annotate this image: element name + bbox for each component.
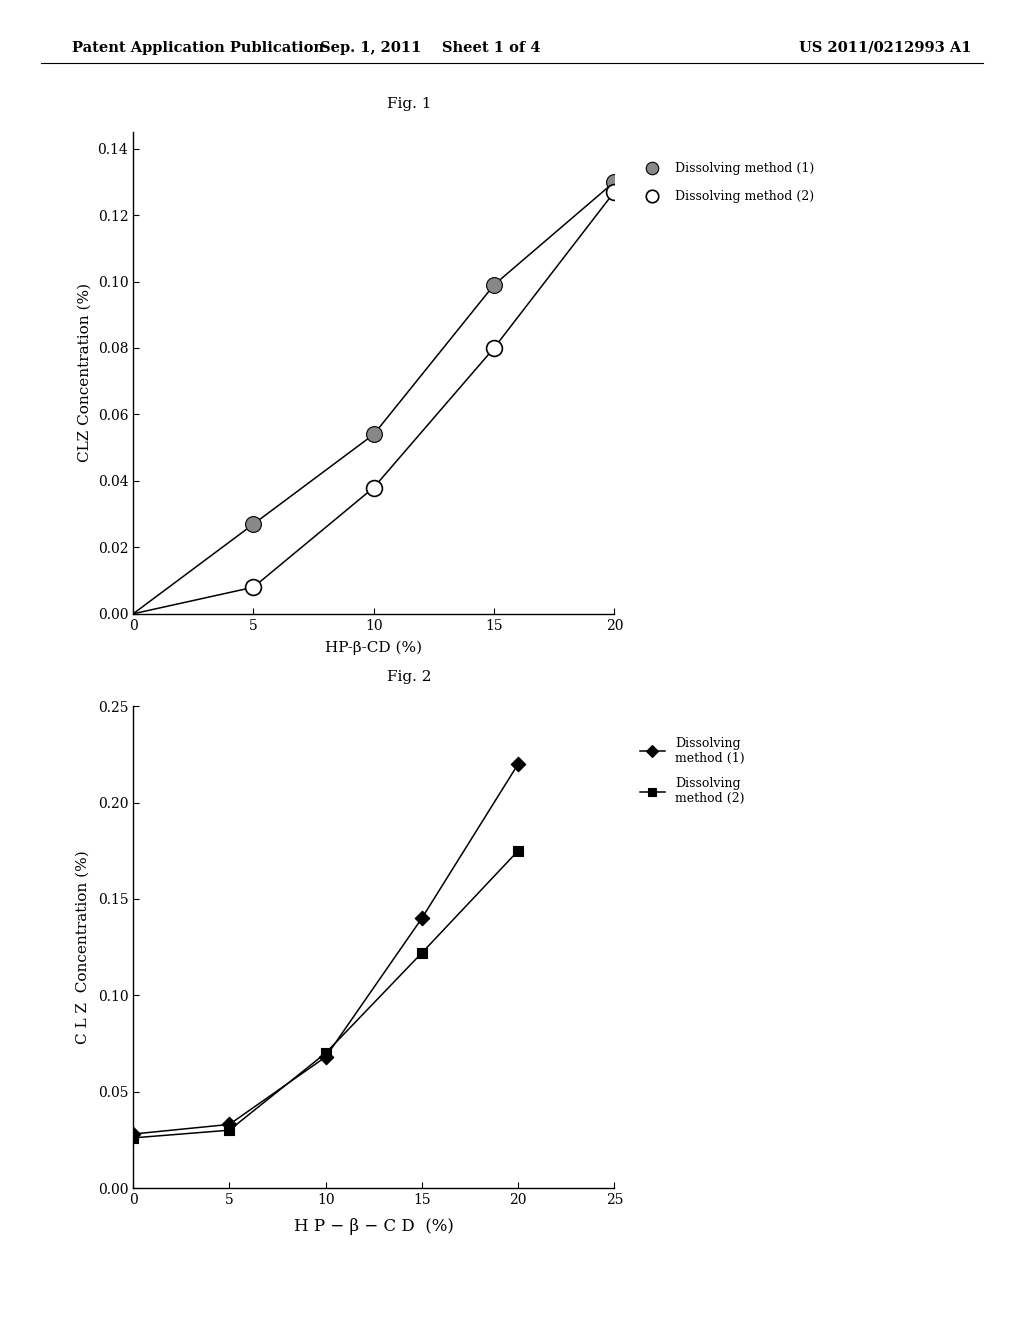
- Point: [317, 1043, 334, 1064]
- X-axis label: HP-β-CD (%): HP-β-CD (%): [326, 642, 422, 656]
- X-axis label: H P − β − C D  (%): H P − β − C D (%): [294, 1218, 454, 1236]
- Point: [317, 1047, 334, 1068]
- Point: [221, 1119, 238, 1140]
- Text: US 2011/0212993 A1: US 2011/0212993 A1: [799, 41, 971, 54]
- Point: [606, 181, 623, 202]
- Point: [125, 1123, 141, 1144]
- Point: [485, 338, 502, 359]
- Text: Fig. 1: Fig. 1: [387, 98, 432, 111]
- Point: [485, 275, 502, 296]
- Point: [414, 908, 430, 929]
- Point: [246, 513, 262, 535]
- Text: Patent Application Publication: Patent Application Publication: [72, 41, 324, 54]
- Point: [414, 942, 430, 964]
- Y-axis label: C L Z  Concentration (%): C L Z Concentration (%): [76, 850, 89, 1044]
- Point: [510, 754, 526, 775]
- Point: [606, 172, 623, 193]
- Point: [510, 841, 526, 862]
- Point: [366, 424, 382, 445]
- Point: [246, 577, 262, 598]
- Point: [221, 1114, 238, 1135]
- Point: [366, 477, 382, 498]
- Point: [125, 1127, 141, 1148]
- Text: Fig. 2: Fig. 2: [387, 671, 432, 684]
- Text: Sep. 1, 2011    Sheet 1 of 4: Sep. 1, 2011 Sheet 1 of 4: [319, 41, 541, 54]
- Y-axis label: CLZ Concentration (%): CLZ Concentration (%): [78, 284, 92, 462]
- Legend: Dissolving
method (1), Dissolving
method (2): Dissolving method (1), Dissolving method…: [640, 737, 744, 805]
- Legend: Dissolving method (1), Dissolving method (2): Dissolving method (1), Dissolving method…: [640, 162, 814, 203]
